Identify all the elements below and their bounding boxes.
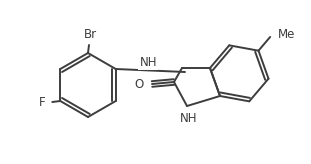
- Text: F: F: [39, 96, 46, 110]
- Text: Me: Me: [278, 29, 295, 41]
- Text: Br: Br: [83, 29, 96, 41]
- Text: NH: NH: [140, 56, 157, 69]
- Text: NH: NH: [180, 112, 198, 124]
- Text: O: O: [135, 78, 144, 91]
